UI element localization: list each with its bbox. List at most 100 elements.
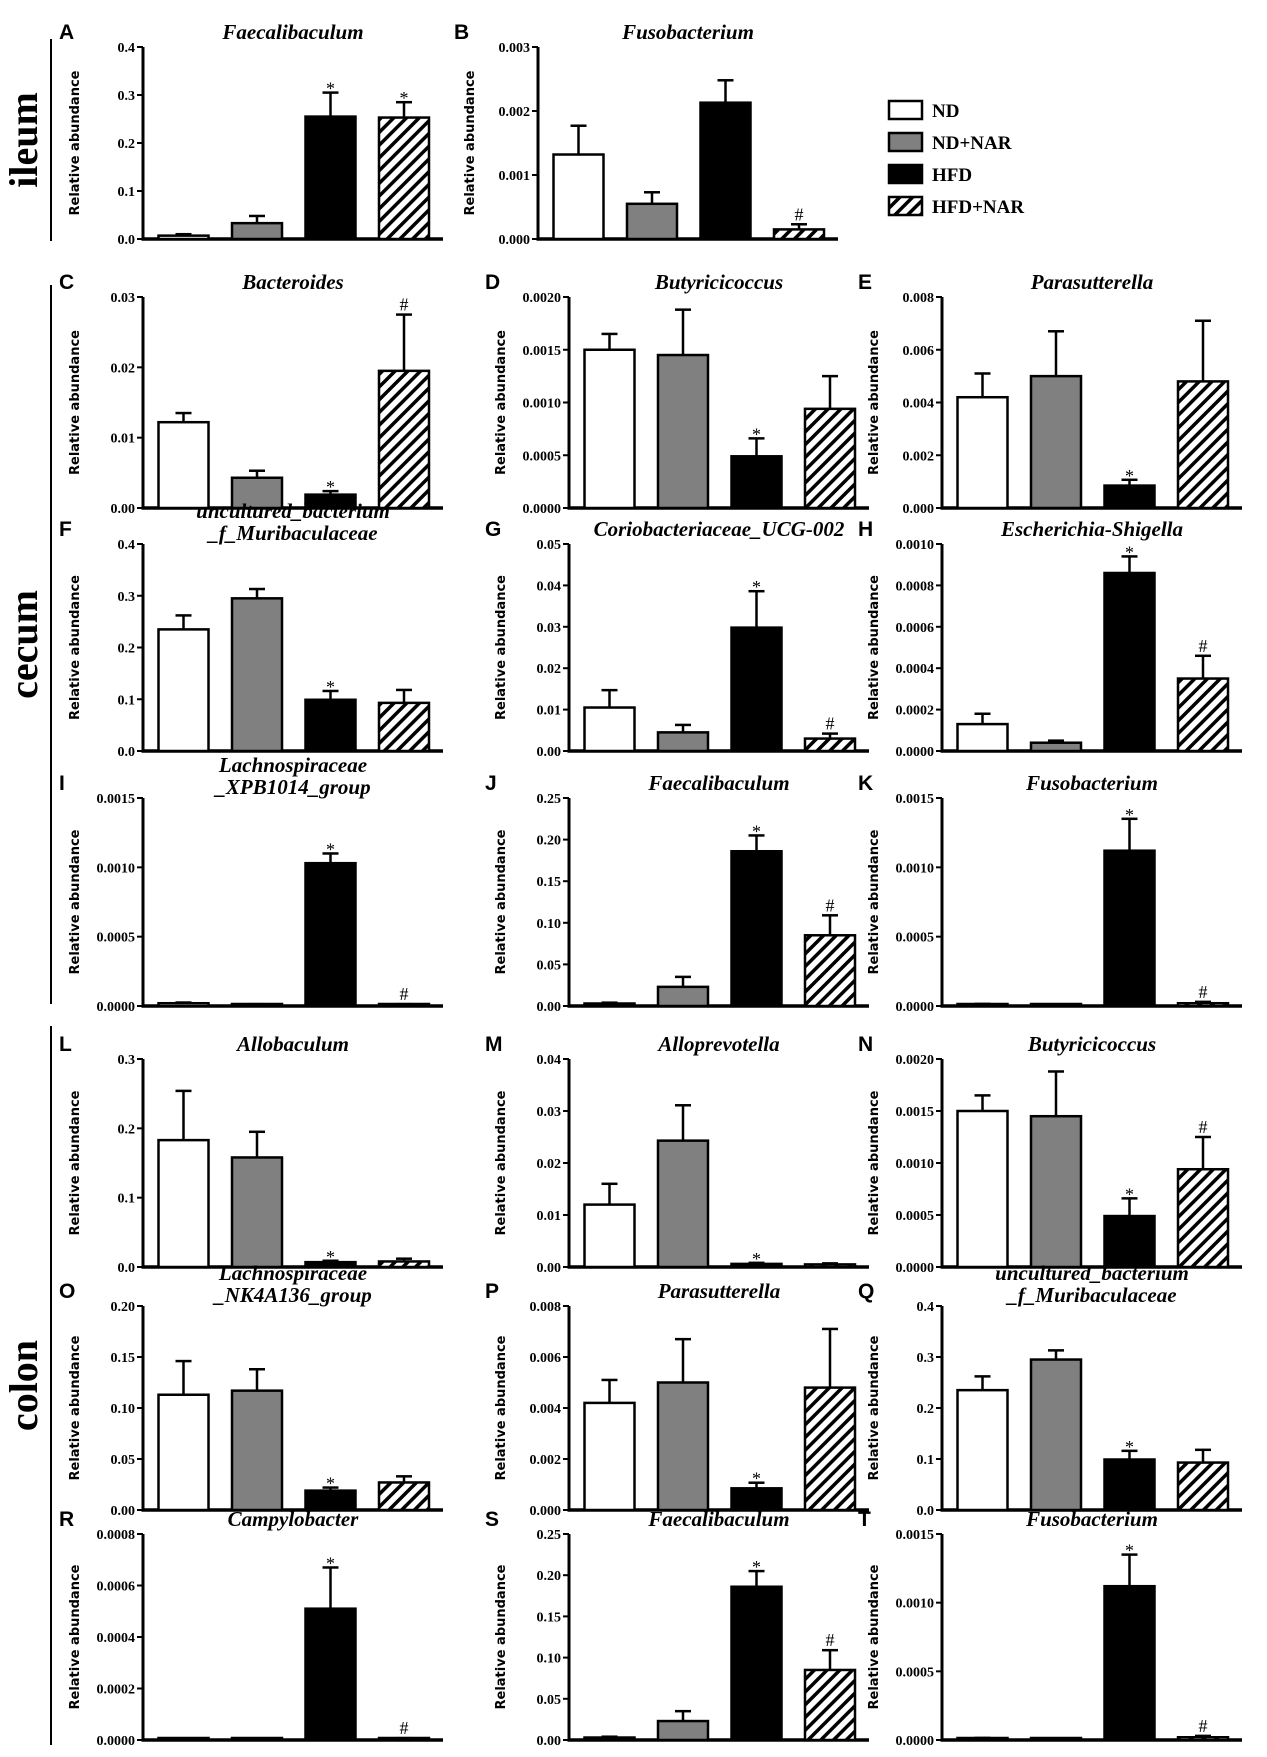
bar-hfd-nar — [803, 1668, 857, 1742]
bar-hfd — [1103, 571, 1156, 753]
bar-nd-nar — [656, 1381, 710, 1512]
legend: ND ND+NAR HFD HFD+NAR — [887, 99, 1024, 218]
y-tick-label: 0.2 — [118, 137, 136, 152]
legend-label: ND — [932, 101, 959, 122]
panel-letter: O — [59, 1280, 75, 1303]
y-tick-label: 0.0 — [917, 1504, 935, 1519]
bar-hfd-nar — [377, 1481, 431, 1512]
bar-hfd — [730, 1585, 783, 1742]
y-tick-label: 0.0015 — [896, 1528, 935, 1543]
y-tick-label: 0.01 — [537, 1209, 562, 1224]
bar-hfd-nar — [803, 737, 857, 753]
panel-title: Fusobacterium — [621, 20, 754, 44]
y-tick-label: 0.1 — [118, 185, 136, 200]
bar-hfd-nar — [1176, 1736, 1230, 1742]
y-tick-label: 0.0000 — [523, 502, 562, 517]
y-axis-label: Relative abundance — [494, 575, 509, 720]
y-tick-label: 0.4 — [118, 538, 136, 553]
y-tick-label: 0.25 — [537, 1528, 562, 1543]
y-tick-label: 0.3 — [118, 1053, 136, 1068]
y-tick-label: 0.0015 — [523, 344, 562, 359]
y-tick-label: 0.10 — [537, 917, 562, 932]
panel-h: H Escherichia-Shigella Relative abundance 0… — [858, 517, 1242, 760]
panel-letter: S — [485, 1508, 499, 1531]
bar-hfd — [304, 861, 357, 1008]
panel-letter: K — [858, 772, 873, 795]
bar-hfd — [1103, 1214, 1156, 1269]
y-tick-label: 0.0000 — [896, 1261, 935, 1276]
significance-marker: * — [326, 839, 335, 859]
y-tick-label: 0.0015 — [896, 1105, 935, 1120]
y-tick-label: 0.20 — [111, 1300, 136, 1315]
y-axis-label: Relative abundance — [68, 70, 83, 215]
panel-title: Parasutterella — [657, 1279, 781, 1303]
y-tick-label: 0.04 — [537, 1053, 562, 1068]
y-axis-label: Relative abundance — [867, 1564, 882, 1709]
y-tick-label: 0.0004 — [97, 1631, 136, 1646]
bar-hfd-nar — [1176, 1001, 1230, 1008]
group-cecum: cecum — [1, 285, 52, 1004]
y-axis-label: Relative abundance — [867, 1335, 882, 1480]
panel-title: Parasutterella — [1030, 270, 1154, 294]
bar-hfd-nar — [377, 1260, 431, 1269]
y-tick-label: 0.0004 — [896, 662, 935, 677]
y-tick-label: 0.0 — [118, 233, 136, 248]
y-tick-label: 0.15 — [537, 1610, 562, 1625]
bar-nd-nar — [656, 353, 710, 510]
panel-b: B Fusobacterium Relative abundance 0.000 0.0… — [454, 20, 838, 248]
y-tick-label: 0.02 — [111, 361, 136, 376]
bar-hfd-nar — [803, 934, 857, 1008]
panel-j: J Faecalibaculum Relative abundance 0.00 0.0… — [485, 771, 869, 1015]
panel-title: Lachnospiraceae — [218, 1261, 367, 1285]
bar-nd-nar — [230, 221, 284, 241]
y-tick-label: 0.00 — [537, 1261, 562, 1276]
y-tick-label: 0.00 — [537, 745, 562, 760]
y-tick-label: 0.0005 — [523, 449, 562, 464]
panel-title: Fusobacterium — [1025, 1507, 1158, 1531]
y-axis-label: Relative abundance — [494, 1090, 509, 1235]
bar-hfd-nar — [1176, 380, 1230, 510]
panel-title: Butyricicoccus — [654, 270, 783, 294]
panel-i: I Lachnospiraceae_XPB1014_group Relative a… — [59, 753, 443, 1015]
y-tick-label: 0.05 — [537, 1693, 562, 1708]
significance-marker: # — [795, 204, 804, 224]
y-tick-label: 0.001 — [499, 169, 531, 184]
y-tick-label: 0.4 — [917, 1300, 935, 1315]
bar-hfd — [699, 101, 752, 241]
legend-swatch — [887, 163, 924, 185]
bar-nd-nar — [1029, 741, 1083, 753]
y-tick-label: 0.00 — [111, 502, 136, 517]
panel-letter: R — [59, 1508, 74, 1531]
significance-marker: # — [1199, 636, 1208, 656]
panel-e: E Parasutterella Relative abundance 0.000 0.… — [858, 270, 1242, 517]
bar-hfd-nar — [1176, 677, 1230, 753]
bar-nd-nar — [230, 597, 284, 753]
y-axis-label: Relative abundance — [68, 575, 83, 720]
y-tick-label: 0.004 — [530, 1402, 562, 1417]
bar-nd-nar — [656, 1139, 710, 1269]
panel-title: uncultured_bacterium — [995, 1261, 1189, 1285]
y-tick-label: 0.03 — [537, 621, 562, 636]
significance-marker: # — [400, 295, 409, 315]
legend-swatch — [887, 131, 924, 153]
bar-hfd — [730, 849, 783, 1008]
y-tick-label: 0.2 — [118, 1122, 136, 1137]
y-axis-label: Relative abundance — [867, 829, 882, 974]
y-tick-label: 0.006 — [530, 1351, 562, 1366]
y-tick-label: 0.0020 — [896, 1053, 935, 1068]
panel-p: P Parasutterella Relative abundance 0.000 0.… — [485, 1279, 869, 1519]
significance-marker: # — [1199, 982, 1208, 1002]
y-tick-label: 0.0000 — [97, 1734, 136, 1749]
panel-letter: A — [59, 21, 74, 44]
y-tick-label: 0.0008 — [97, 1528, 136, 1543]
y-tick-label: 0.10 — [111, 1402, 136, 1417]
bar-nd — [157, 1138, 210, 1269]
y-tick-label: 0.4 — [118, 41, 136, 56]
panel-letter: D — [485, 271, 500, 294]
panel-title: Escherichia-Shigella — [1000, 517, 1183, 541]
bar-hfd — [304, 1607, 357, 1742]
y-tick-label: 0.00 — [537, 1734, 562, 1749]
bar-nd-nar — [1029, 374, 1083, 510]
panel-m: M Alloprevotella Relative abundance 0.00 0.0… — [485, 1032, 869, 1276]
